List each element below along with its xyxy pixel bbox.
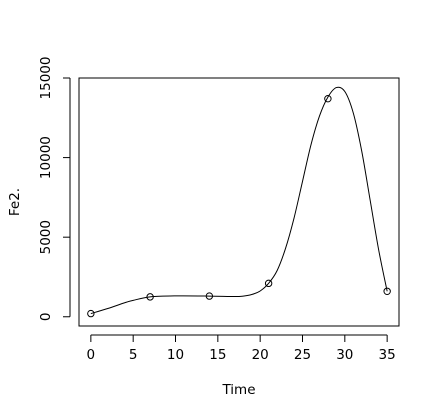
plot-area-frame bbox=[78, 77, 400, 327]
x-tick-label: 0 bbox=[87, 347, 96, 363]
x-tick-label: 35 bbox=[379, 347, 396, 363]
y-tick-label: 10000 bbox=[38, 136, 54, 179]
x-tick-label: 5 bbox=[129, 347, 138, 363]
data-points bbox=[87, 94, 391, 318]
y-tick-label: 5000 bbox=[38, 220, 54, 254]
data-point bbox=[87, 309, 95, 318]
x-tick-label: 20 bbox=[252, 347, 269, 363]
y-axis: 0 5000 10000 15000 bbox=[38, 57, 71, 321]
data-point bbox=[383, 287, 391, 295]
x-tick-label: 15 bbox=[209, 347, 226, 363]
x-tick-label: 25 bbox=[294, 347, 311, 363]
data-point bbox=[146, 293, 154, 301]
fitted-curve bbox=[90, 86, 388, 315]
x-axis: 0 5 10 15 20 25 30 35 bbox=[87, 334, 396, 363]
data-point bbox=[264, 279, 273, 288]
x-tick-label: 30 bbox=[336, 347, 353, 363]
x-tick-label: 10 bbox=[167, 347, 184, 363]
y-axis-label: Fe2. bbox=[7, 188, 23, 216]
y-tick-label: 15000 bbox=[38, 57, 54, 100]
y-tick-label: 0 bbox=[38, 312, 54, 321]
data-point bbox=[324, 94, 332, 103]
x-axis-label: Time bbox=[221, 382, 255, 398]
data-point bbox=[205, 292, 214, 300]
